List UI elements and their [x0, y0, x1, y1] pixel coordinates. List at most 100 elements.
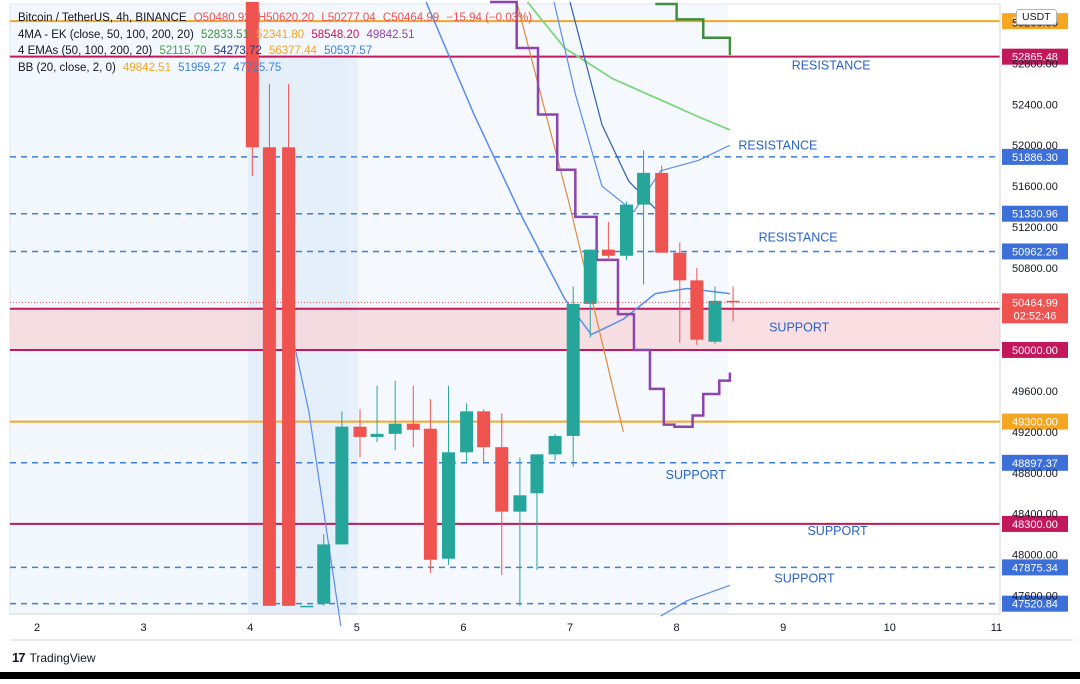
tradingview-brand[interactable]: 17 TradingView — [12, 650, 96, 665]
candle-13[interactable] — [477, 411, 491, 448]
x-tick-label-8: 10 — [884, 622, 896, 634]
candle-21[interactable] — [619, 204, 633, 256]
indicator-4ma-v1: 52833.51 — [201, 28, 249, 41]
candle-5[interactable] — [335, 426, 349, 545]
y-tick-label-8: 49200.00 — [1012, 427, 1058, 439]
candle-12[interactable] — [460, 411, 474, 453]
current-price-label: 50464.99 — [1012, 297, 1058, 309]
x-tick-label-9: 11 — [991, 622, 1002, 634]
indicator-ema-v4: 50537.57 — [324, 45, 373, 57]
candle-26[interactable] — [708, 300, 722, 342]
indicator-4ma-name[interactable]: 4MA - EK (close, 50, 100, 200, 20) — [18, 28, 194, 41]
candle-14[interactable] — [495, 447, 509, 512]
indicator-4ma-v4: 49842.51 — [366, 28, 415, 41]
candle-9[interactable] — [406, 423, 420, 430]
candle-16[interactable] — [530, 454, 544, 494]
level-label-11: 47520.84 — [1012, 599, 1058, 611]
level-label-8: 48897.37 — [1012, 458, 1058, 470]
annotation-6: SUPPORT — [774, 571, 835, 585]
x-tick-label-6: 8 — [674, 622, 680, 634]
y-tick-label-12: 47600.00 — [1012, 591, 1058, 603]
candle-23[interactable] — [655, 172, 669, 253]
level-label-bg-1 — [1002, 48, 1068, 65]
candle-10[interactable] — [423, 428, 437, 560]
candle-7[interactable] — [370, 433, 384, 437]
level-label-4: 50962.26 — [1012, 246, 1058, 258]
level-label-7: 49300.00 — [1012, 417, 1058, 429]
y-tick-label-2: 52400.00 — [1012, 99, 1058, 111]
level-label-bg-11 — [1002, 595, 1068, 612]
ema-green-line — [526, 1, 731, 131]
level-label-bg-7 — [1002, 413, 1068, 430]
candle-1[interactable] — [262, 147, 276, 606]
indicator-bb-name[interactable]: BB (20, close, 2, 0) — [18, 61, 116, 74]
level-label-10: 47875.34 — [1012, 562, 1058, 574]
candle-19[interactable] — [583, 249, 597, 304]
y-tick-label-6: 50800.00 — [1012, 263, 1058, 275]
symbol-title[interactable]: Bitcoin / TetherUS, 4h, BINANCE — [18, 12, 187, 24]
candle-4[interactable] — [317, 544, 331, 604]
x-tick-label-5: 7 — [567, 622, 573, 634]
candle-22[interactable] — [637, 172, 651, 205]
candle-15[interactable] — [513, 495, 527, 512]
annotation-5: SUPPORT — [807, 524, 868, 538]
support-zone — [10, 308, 1000, 350]
countdown-label: 02:52:46 — [1014, 310, 1057, 322]
annotation-3: SUPPORT — [769, 321, 830, 335]
annotation-2: RESISTANCE — [759, 230, 838, 244]
brand-label: TradingView — [29, 650, 96, 665]
candle-8[interactable] — [388, 423, 402, 434]
y-tick-label-3: 52000.00 — [1012, 140, 1058, 152]
indicator-ema-v3: 56377.44 — [268, 45, 317, 57]
legend-change: −15.94 (−0.03%) — [446, 12, 533, 24]
y-tick-label-1: 52800.00 — [1012, 58, 1058, 70]
y-tick-label-10: 48400.00 — [1012, 509, 1058, 521]
x-tick-label-0: 2 — [34, 622, 40, 634]
candle-24[interactable] — [673, 252, 687, 281]
legend-row-bb: BB (20, close, 2, 0) 49842.51 51959.27 4… — [18, 60, 536, 77]
indicator-4ma-v3: 58548.20 — [311, 28, 360, 41]
legend-high: H50620.20 — [257, 12, 315, 24]
bottom-bar — [0, 672, 1080, 679]
x-tick-label-7: 9 — [780, 622, 786, 634]
candle-25[interactable] — [690, 280, 704, 340]
x-tick-label-4: 6 — [460, 622, 466, 634]
indicator-bb-v2: 51959.27 — [178, 61, 227, 74]
x-tick-label-3: 5 — [354, 622, 360, 634]
indicator-bb-v3: 47725.75 — [233, 61, 282, 74]
annotation-0: RESISTANCE — [792, 59, 871, 73]
bb-lower-late-line — [660, 584, 731, 617]
legend-row-symbol: Bitcoin / TetherUS, 4h, BINANCE O50480.9… — [18, 10, 536, 27]
annotation-1: RESISTANCE — [738, 138, 817, 152]
y-tick-label-9: 48800.00 — [1012, 468, 1058, 480]
level-label-3: 51330.96 — [1012, 209, 1058, 221]
candle-3[interactable] — [300, 605, 314, 608]
y-tick-label-5: 51200.00 — [1012, 222, 1058, 234]
candle-20[interactable] — [601, 249, 615, 256]
legend-row-ema: 4 EMAs (50, 100, 200, 20) 52115.70 54273… — [18, 43, 536, 60]
current-price-bg — [1002, 293, 1068, 324]
y-tick-label-4: 51600.00 — [1012, 181, 1058, 193]
candle-2[interactable] — [282, 147, 296, 606]
level-label-bg-3 — [1002, 205, 1068, 222]
bb-mid-line — [425, 1, 730, 336]
orange-ma-line — [516, 1, 624, 432]
level-label-bg-6 — [1002, 341, 1068, 358]
indicator-ema-name[interactable]: 4 EMAs (50, 100, 200, 20) — [18, 45, 153, 57]
y-tick-label-11: 48000.00 — [1012, 550, 1058, 562]
legend-low: L50277.04 — [321, 12, 376, 24]
candle-0[interactable] — [245, 1, 259, 148]
level-label-6: 50000.00 — [1012, 345, 1058, 357]
indicator-ema-v1: 52115.70 — [159, 45, 207, 57]
candle-18[interactable] — [566, 303, 580, 436]
indicator-bb-v1: 49842.51 — [123, 61, 171, 74]
candle-11[interactable] — [441, 452, 455, 559]
legend-row-4ma: 4MA - EK (close, 50, 100, 200, 20) 52833… — [18, 27, 536, 44]
candle-6[interactable] — [353, 426, 367, 437]
candle-27[interactable] — [726, 300, 740, 303]
candle-17[interactable] — [548, 435, 562, 455]
level-label-9: 48300.00 — [1012, 519, 1058, 531]
currency-badge[interactable]: USDT — [1016, 9, 1057, 25]
